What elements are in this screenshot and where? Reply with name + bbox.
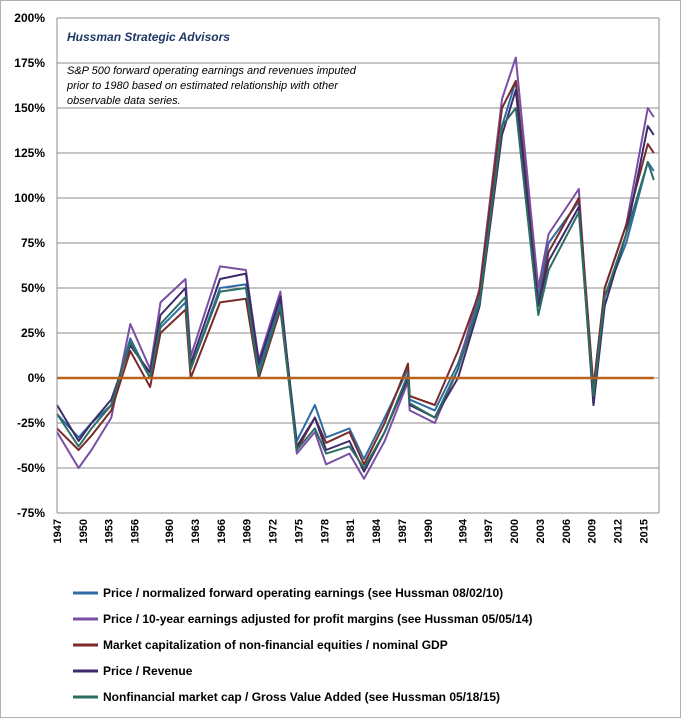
plot-frame-layer bbox=[56, 18, 660, 513]
legend-label: Price / normalized forward operating ear… bbox=[103, 586, 503, 600]
y-tick-label: 0% bbox=[28, 371, 46, 385]
x-tick-label: 1953 bbox=[104, 519, 116, 543]
x-tick-label: 2000 bbox=[509, 519, 521, 543]
legend-label: Price / 10-year earnings adjusted for pr… bbox=[103, 612, 533, 626]
y-tick-label: 25% bbox=[21, 326, 45, 340]
x-tick-label: 1994 bbox=[457, 518, 469, 543]
x-tick-label: 1984 bbox=[371, 518, 383, 543]
series-line-2 bbox=[56, 56, 655, 480]
legend-label: Nonfinancial market cap / Gross Value Ad… bbox=[103, 690, 500, 704]
legend: Price / normalized forward operating ear… bbox=[73, 586, 533, 704]
x-tick-label: 1997 bbox=[483, 519, 495, 543]
series-line-3 bbox=[56, 80, 655, 466]
series-layer bbox=[56, 56, 655, 480]
y-tick-label: -25% bbox=[17, 416, 45, 430]
y-tick-label: 175% bbox=[14, 56, 45, 70]
y-tick-labels: -75% -50% -25% 0% 25% 50% 75% 100% 125% 150% 175% 2… bbox=[14, 11, 45, 520]
y-tick-label: 75% bbox=[21, 236, 45, 250]
x-tick-label: 1963 bbox=[190, 519, 202, 543]
x-tick-label: 1966 bbox=[216, 519, 228, 543]
legend-label: Price / Revenue bbox=[103, 664, 193, 678]
source-annotation: Hussman Strategic Advisors bbox=[67, 30, 230, 44]
x-tick-label: 2015 bbox=[638, 519, 650, 543]
x-tick-label: 1972 bbox=[268, 519, 280, 543]
y-tick-label: -75% bbox=[17, 506, 45, 520]
x-tick-label: 2006 bbox=[561, 519, 573, 543]
x-tick-label: 2003 bbox=[535, 519, 547, 543]
legend-label: Market capitalization of non-financial e… bbox=[103, 638, 448, 652]
x-tick-label: 1947 bbox=[52, 519, 64, 543]
y-tick-label: 200% bbox=[14, 11, 45, 25]
y-tick-label: -50% bbox=[17, 461, 45, 475]
x-tick-label: 1975 bbox=[293, 519, 305, 543]
x-tick-label: 1981 bbox=[345, 519, 357, 543]
x-tick-label: 1987 bbox=[397, 519, 409, 543]
x-tick-label: 2009 bbox=[587, 519, 599, 543]
x-tick-label: 1990 bbox=[423, 519, 435, 543]
x-tick-label: 1978 bbox=[319, 519, 331, 543]
note-line-2: prior to 1980 based on estimated relatio… bbox=[66, 80, 339, 92]
note-line-3: observable data series. bbox=[67, 95, 181, 107]
y-tick-label: 150% bbox=[14, 101, 45, 115]
series-line-5 bbox=[56, 107, 655, 469]
x-tick-label: 2012 bbox=[613, 519, 625, 543]
y-tick-label: 50% bbox=[21, 281, 45, 295]
x-tick-label: 1969 bbox=[242, 519, 254, 543]
x-tick-label: 1950 bbox=[78, 519, 90, 543]
note-line-1: S&P 500 forward operating earnings and r… bbox=[67, 65, 357, 77]
x-tick-label: 1956 bbox=[130, 519, 142, 543]
x-tick-labels: 1947 1950 1953 1956 1960 1963 1966 1969 1972 1975… bbox=[52, 518, 650, 543]
y-tick-label: 100% bbox=[14, 191, 45, 205]
x-tick-label: 1960 bbox=[164, 519, 176, 543]
y-tick-label: 125% bbox=[14, 146, 45, 160]
